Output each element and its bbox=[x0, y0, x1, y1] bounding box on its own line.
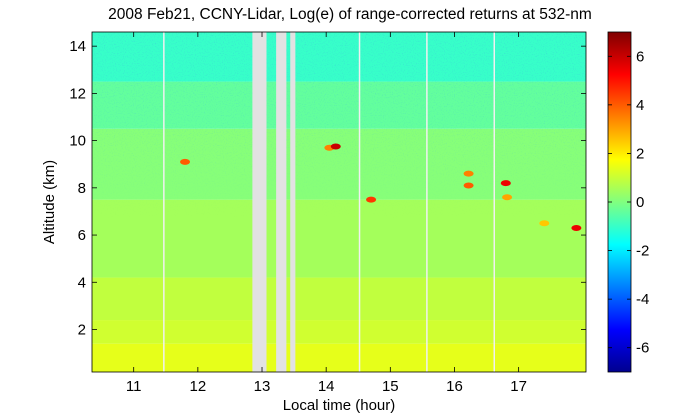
data-gap-2 bbox=[290, 32, 296, 372]
cloud-feature-1 bbox=[330, 143, 341, 150]
time-separators bbox=[163, 32, 496, 372]
colorbar: -6 -4 -2 0 2 4 6 bbox=[607, 31, 649, 373]
x-tick-label-6: 17 bbox=[510, 378, 527, 395]
x-tick-label-1: 12 bbox=[190, 378, 207, 395]
y-axis: 2 4 6 8 10 12 14 bbox=[69, 38, 586, 339]
x-tick-label-5: 16 bbox=[446, 378, 463, 395]
data-gaps bbox=[252, 32, 296, 372]
cloud-feature-3 bbox=[463, 170, 474, 177]
cloud-feature-8 bbox=[571, 224, 582, 231]
data-gap-0 bbox=[252, 32, 267, 372]
colorbar-tick-label-2: -2 bbox=[636, 243, 649, 260]
chart-title: 2008 Feb21, CCNY-Lidar, Log(e) of range-… bbox=[108, 6, 592, 23]
data-gap-1 bbox=[276, 32, 287, 372]
colorbar-tick-label-1: -4 bbox=[636, 291, 649, 308]
y-tick-label-2: 6 bbox=[78, 227, 86, 244]
y-tick-label-5: 12 bbox=[69, 85, 86, 102]
cloud-feature-4 bbox=[463, 182, 474, 189]
cloud-feature-9 bbox=[180, 158, 191, 165]
colorbar-gradient bbox=[608, 32, 631, 372]
x-axis-label: Local time (hour) bbox=[283, 397, 396, 414]
x-axis: 11 12 13 14 15 16 17 bbox=[126, 32, 527, 395]
colorbar-ticks: -6 -4 -2 0 2 4 6 bbox=[608, 48, 649, 357]
y-tick-label-6: 14 bbox=[69, 38, 86, 55]
colorbar-tick-label-6: 6 bbox=[636, 48, 644, 65]
x-tick-label-3: 14 bbox=[318, 378, 335, 395]
cloud-feature-6 bbox=[502, 194, 513, 201]
y-tick-label-3: 8 bbox=[78, 180, 86, 197]
upper-noise-texture bbox=[92, 32, 586, 372]
cloud-features bbox=[180, 143, 582, 231]
colorbar-tick-label-4: 2 bbox=[636, 145, 644, 162]
cloud-feature-7 bbox=[539, 220, 550, 227]
plot-area bbox=[92, 32, 586, 372]
cloud-feature-5 bbox=[500, 180, 511, 187]
y-axis-label: Altitude (km) bbox=[41, 160, 58, 244]
y-tick-label-4: 10 bbox=[69, 133, 86, 150]
x-tick-label-0: 11 bbox=[126, 378, 142, 395]
cloud-feature-2 bbox=[366, 196, 377, 203]
colorbar-tick-label-5: 4 bbox=[636, 97, 644, 114]
y-tick-label-1: 4 bbox=[78, 274, 86, 291]
x-tick-label-4: 15 bbox=[382, 378, 399, 395]
colorbar-tick-label-3: 0 bbox=[636, 194, 644, 211]
y-tick-label-0: 2 bbox=[78, 322, 86, 339]
x-tick-label-2: 13 bbox=[254, 378, 271, 395]
plot-frame bbox=[91, 31, 587, 373]
colorbar-tick-label-0: -6 bbox=[636, 340, 649, 357]
